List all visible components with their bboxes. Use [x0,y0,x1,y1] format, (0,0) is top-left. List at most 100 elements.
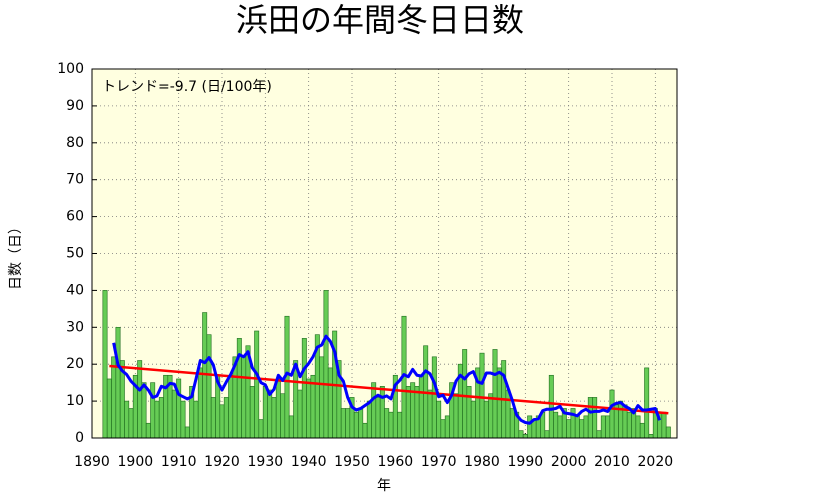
bar [306,378,312,439]
bar [605,415,611,439]
x-tick-label: 2000 [551,454,587,470]
bar [353,411,359,439]
bar [574,415,580,439]
y-tick-label: 60 [66,209,84,225]
y-tick-label: 50 [66,246,84,262]
bar [553,411,559,439]
bar [388,411,394,439]
bar [254,330,260,439]
bar [150,382,156,439]
bar [267,389,273,439]
y-tick-label: 90 [66,98,84,114]
bar [414,386,420,439]
bar [249,386,255,439]
bar [327,367,333,439]
bar [106,378,112,439]
bar [466,386,472,439]
x-tick-label: 1940 [291,454,327,470]
bar [366,400,372,439]
bar [137,360,143,439]
bar [440,419,446,439]
x-tick-label: 1960 [378,454,414,470]
bar [544,430,550,439]
bar [427,389,433,439]
bar [639,422,645,439]
y-tick-label: 30 [66,319,84,335]
bar [206,334,212,439]
bar [288,415,294,439]
bar [371,382,377,439]
x-tick-label: 1970 [421,454,457,470]
x-tick-label: 1980 [464,454,500,470]
bar [184,426,190,439]
bar [358,408,364,439]
bar [210,397,216,439]
x-tick-label: 1950 [334,454,370,470]
bar [219,404,225,439]
bar [228,374,234,439]
y-tick-label: 40 [66,282,84,298]
bar [124,400,130,439]
bar [596,430,602,439]
plot-frame [91,68,678,439]
bar [462,349,468,439]
bar [280,393,286,439]
bar [527,415,533,439]
annotation: トレンド=-9.7 (日/100年) [102,79,272,95]
bar [518,430,524,439]
bar [566,419,572,439]
bar [626,411,632,439]
bar [453,393,459,439]
bar [102,290,108,439]
x-tick-label: 2020 [638,454,674,470]
bar [141,382,147,439]
x-tick-label: 1910 [161,454,197,470]
bar [592,397,598,439]
bar [158,397,164,439]
chart-title: 浜田の年間冬日日数 [236,1,524,39]
bar [275,378,281,439]
bar [375,397,381,439]
bar [258,419,264,439]
bar [509,408,515,439]
bar [223,397,229,439]
x-tick-label: 2010 [594,454,630,470]
bar [557,415,563,439]
bar [483,400,489,439]
running-mean-line [112,334,662,425]
bar [405,386,411,439]
bar [271,397,277,439]
bar [548,374,554,439]
y-tick-label: 20 [66,356,84,372]
bar [488,393,494,439]
bar [587,397,593,439]
y-tick-label: 0 [75,430,84,446]
bar [470,400,476,439]
x-tick-label: 1900 [118,454,154,470]
bar [397,411,403,439]
bar [193,400,199,439]
y-tick-label: 100 [57,61,84,77]
bar [362,422,368,439]
bar [522,434,528,439]
bar [579,419,585,439]
bar [197,367,203,439]
bar [323,290,329,439]
bar [241,356,247,439]
bar [145,422,151,439]
bar [418,374,424,439]
y-axis-label: 日数（日） [8,220,24,290]
bar [431,356,437,439]
bar [111,356,117,439]
x-tick-label: 1990 [508,454,544,470]
bar [492,349,498,439]
bar [301,338,307,439]
y-tick-label: 80 [66,135,84,151]
bar [180,400,186,439]
bar [479,352,485,439]
bar [319,356,325,439]
bar [128,408,134,439]
bar [171,389,177,439]
bar [310,374,316,439]
bar [583,415,589,439]
